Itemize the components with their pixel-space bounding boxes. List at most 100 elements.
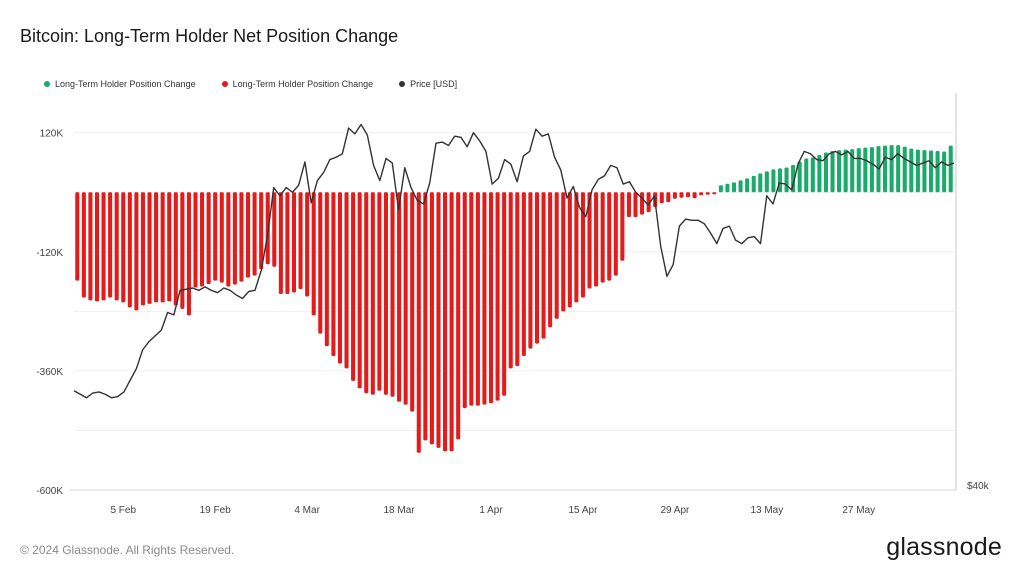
bar-negative — [377, 192, 382, 391]
bar-positive — [797, 161, 802, 193]
bar-negative — [108, 192, 113, 298]
price-line — [73, 123, 955, 399]
bar-negative — [488, 192, 494, 404]
bar-negative — [127, 192, 132, 308]
bar-negative — [186, 192, 191, 316]
bar-negative — [101, 192, 106, 301]
bar-negative — [534, 192, 540, 344]
x-tick-label: 27 May — [842, 505, 875, 516]
bar-negative — [147, 192, 152, 304]
bar-positive — [791, 164, 796, 193]
bar-negative — [462, 192, 467, 409]
legend-red-dot-icon — [221, 81, 228, 87]
bar-negative — [134, 192, 139, 311]
x-tick-label: 29 Apr — [660, 505, 690, 516]
bar-positive — [856, 148, 861, 193]
bar-positive — [751, 175, 756, 193]
bar-negative — [469, 192, 474, 406]
bar-negative — [245, 192, 251, 278]
bar-negative — [337, 192, 342, 364]
bar-negative — [607, 192, 612, 281]
bar-negative — [259, 192, 264, 270]
bar-negative — [423, 192, 428, 441]
bar-negative — [640, 192, 645, 215]
bar-negative — [180, 192, 185, 309]
bar-negative — [351, 192, 356, 381]
bar-positive — [817, 155, 822, 193]
bar-negative — [626, 192, 631, 218]
bar-negative — [567, 192, 572, 308]
bar-positive — [764, 171, 769, 193]
x-tick-label: 1 Apr — [479, 505, 503, 516]
bar-negative — [397, 192, 402, 402]
bar-negative — [88, 192, 93, 301]
bar-negative — [613, 192, 618, 276]
bar-negative — [410, 192, 415, 412]
bar-negative — [364, 192, 369, 394]
bar-positive — [804, 158, 809, 193]
bar-negative — [502, 192, 507, 396]
bar-negative — [528, 192, 533, 349]
bar-negative — [679, 192, 684, 198]
bar-series — [75, 145, 953, 453]
bar-negative — [416, 192, 421, 453]
bar-negative — [167, 192, 172, 302]
bar-negative — [587, 192, 592, 289]
bar-negative — [429, 192, 434, 445]
price-line-series — [73, 123, 955, 399]
bar-negative — [331, 192, 336, 357]
bar-negative — [173, 192, 178, 306]
bar-negative — [580, 192, 585, 298]
bar-negative — [659, 192, 664, 204]
bar-negative — [541, 192, 546, 339]
bar-negative — [521, 192, 526, 357]
bar-positive — [896, 145, 901, 193]
bar-positive — [883, 145, 888, 193]
bar-negative — [449, 192, 454, 452]
bar-negative — [548, 192, 553, 328]
legend: Long-Term Holder Position Change Long-Te… — [44, 79, 457, 89]
bar-positive — [928, 150, 934, 193]
bar-negative — [232, 192, 237, 285]
bar-negative — [699, 192, 704, 196]
bar-positive — [922, 150, 927, 193]
bar-negative — [200, 192, 205, 287]
bar-positive — [738, 180, 743, 193]
bar-positive — [837, 150, 842, 193]
x-tick-label: 15 Apr — [568, 505, 598, 516]
bar-negative — [291, 192, 297, 293]
bar-negative — [357, 192, 362, 389]
bar-positive — [777, 168, 782, 193]
bar-positive — [902, 146, 907, 193]
bar-negative — [298, 192, 303, 290]
bar-negative — [475, 192, 480, 406]
x-tick-label: 4 Mar — [294, 505, 320, 516]
bar-positive — [915, 149, 920, 193]
legend-item-positive-change[interactable]: Long-Term Holder Position Change — [44, 79, 196, 89]
bar-positive — [810, 157, 815, 193]
bar-negative — [219, 192, 224, 283]
bar-positive — [909, 148, 914, 193]
legend-label: Price [USD] — [410, 79, 458, 89]
legend-label: Long-Term Holder Position Change — [232, 79, 374, 89]
bar-negative — [239, 192, 244, 282]
legend-black-dot-icon — [399, 81, 406, 87]
bar-negative — [318, 192, 323, 334]
bar-positive — [942, 151, 947, 193]
y-tick-label: -600K — [36, 486, 63, 497]
bar-negative — [383, 192, 388, 395]
bar-negative — [554, 192, 559, 319]
bar-negative — [154, 192, 159, 303]
bar-negative — [561, 192, 566, 312]
bar-negative — [285, 192, 290, 294]
bar-positive — [830, 151, 835, 193]
bar-negative — [600, 192, 605, 283]
x-axis-ticks: 5 Feb 19 Feb 4 Mar 18 Mar 1 Apr 15 Apr 29 Apr 1… — [110, 505, 875, 516]
bar-positive — [850, 149, 855, 193]
bar-negative — [94, 192, 100, 302]
legend-item-negative-change[interactable]: Long-Term Holder Position Change — [221, 79, 374, 89]
x-tick-label: 19 Feb — [200, 505, 232, 516]
legend-item-price[interactable]: Price [USD] — [399, 79, 457, 89]
brand-logo: glassnode — [886, 533, 1002, 561]
